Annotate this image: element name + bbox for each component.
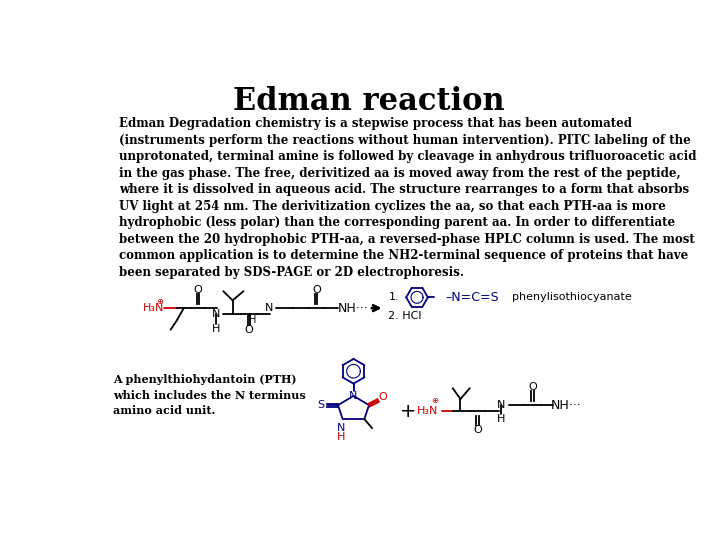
Text: O: O [473,425,482,435]
Text: O: O [194,286,202,295]
Text: Edman Degradation chemistry is a stepwise process that has been automated
(instr: Edman Degradation chemistry is a stepwis… [120,117,697,279]
Text: H: H [337,433,346,442]
Text: S: S [318,400,325,410]
Text: NH···: NH··· [552,399,582,411]
Text: ⊕: ⊕ [431,396,438,405]
Text: H: H [212,324,220,334]
Text: O: O [312,286,320,295]
Text: N: N [497,400,505,410]
Text: N: N [337,423,346,433]
Text: H: H [497,414,505,424]
Text: H₃N: H₃N [143,303,164,313]
Text: N: N [265,303,273,313]
Text: ⊕: ⊕ [156,296,163,306]
Text: –N=C=S: –N=C=S [445,291,498,304]
Text: N: N [212,309,220,319]
Text: H₃N: H₃N [417,406,438,416]
Text: phenylisothiocyanate: phenylisothiocyanate [513,292,632,302]
Text: A phenylthiohydantoin (PTH)
which includes the N terminus
amino acid unit.: A phenylthiohydantoin (PTH) which includ… [113,374,306,416]
Text: H: H [249,315,256,326]
Text: +: + [400,402,416,421]
Text: O: O [528,382,537,392]
Text: NH···: NH··· [338,302,369,315]
Text: N: N [349,391,358,401]
Text: 2. HCl: 2. HCl [388,311,422,321]
Text: Edman reaction: Edman reaction [233,86,505,117]
Text: 1.: 1. [388,292,399,302]
Text: O: O [245,325,253,335]
Text: O: O [379,393,387,402]
